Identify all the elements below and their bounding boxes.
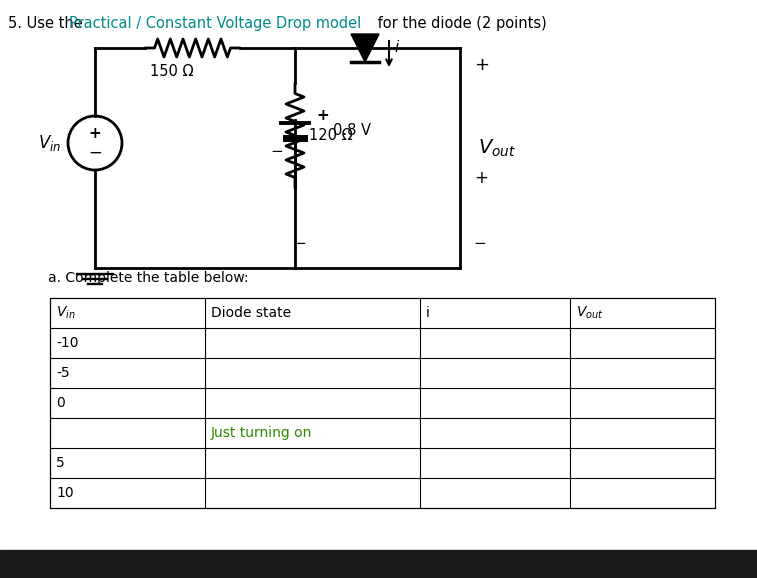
Text: +: + (89, 125, 101, 140)
Text: +: + (474, 169, 488, 187)
Text: −: − (88, 144, 102, 162)
Text: 10: 10 (56, 486, 73, 500)
Text: 0: 0 (56, 396, 65, 410)
Bar (0, 550, 757, 578)
Text: −: − (270, 144, 283, 160)
Text: $V_{out}$: $V_{out}$ (478, 138, 516, 158)
Text: -5: -5 (56, 366, 70, 380)
Text: i: i (394, 40, 398, 55)
Text: $V_{in}$: $V_{in}$ (56, 305, 76, 321)
Text: 5. Use the: 5. Use the (8, 16, 87, 31)
Text: 150 Ω: 150 Ω (150, 64, 194, 79)
Polygon shape (351, 34, 379, 62)
Text: -10: -10 (56, 336, 79, 350)
Text: −: − (294, 235, 307, 250)
Text: 5: 5 (56, 456, 65, 470)
Text: a. Complete the table below:: a. Complete the table below: (48, 271, 248, 285)
Text: +: + (475, 56, 490, 74)
Text: $V_{in}$: $V_{in}$ (39, 133, 61, 153)
Text: i: i (426, 306, 430, 320)
Text: 0.8 V: 0.8 V (333, 123, 371, 138)
Text: $V_{out}$: $V_{out}$ (576, 305, 604, 321)
Text: +: + (316, 108, 329, 123)
Bar (50, 298, 715, 508)
Text: 120 Ω: 120 Ω (309, 128, 353, 143)
Text: −: − (474, 235, 487, 250)
Text: Diode state: Diode state (211, 306, 291, 320)
Text: for the diode (2 points): for the diode (2 points) (373, 16, 547, 31)
Text: Just turning on: Just turning on (211, 426, 313, 440)
Text: Practical / Constant Voltage Drop model: Practical / Constant Voltage Drop model (69, 16, 361, 31)
